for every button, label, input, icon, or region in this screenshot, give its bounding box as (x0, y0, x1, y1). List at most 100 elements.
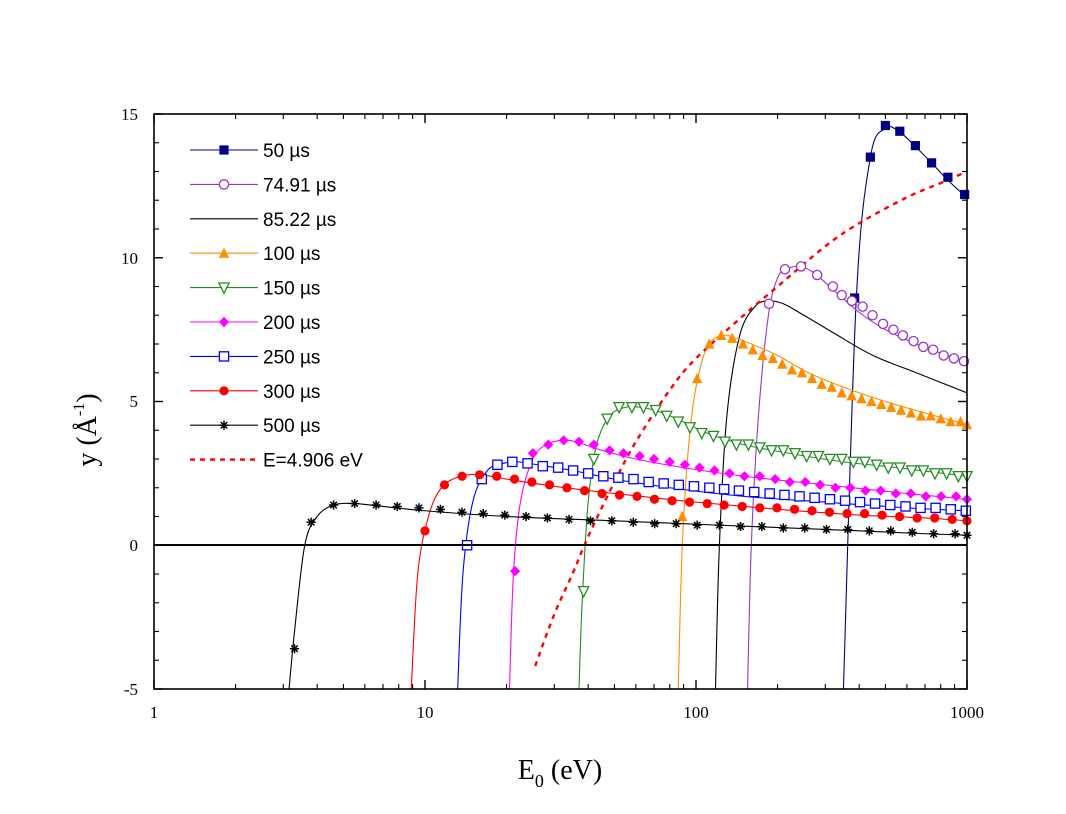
data-point (329, 500, 339, 510)
legend-item: 85.22 µs (190, 210, 336, 231)
x-tick-label: 1 (150, 703, 159, 722)
data-point (912, 513, 922, 523)
data-point (930, 513, 940, 523)
data-point (507, 456, 518, 468)
data-point (821, 524, 832, 535)
legend-marker (218, 351, 230, 362)
data-point (885, 499, 896, 511)
data-point (847, 456, 860, 469)
data-point (457, 507, 467, 517)
data-point (509, 474, 520, 484)
legend-label: 250 µs (263, 347, 320, 368)
data-point (709, 465, 720, 476)
data-point (779, 263, 791, 275)
data-point (905, 488, 916, 499)
data-point (527, 477, 537, 487)
legend-label: 500 µs (263, 416, 320, 437)
data-point (598, 470, 609, 482)
data-point (755, 503, 765, 513)
data-point (350, 498, 360, 509)
data-point (789, 504, 800, 514)
data-point (671, 519, 681, 529)
data-point (920, 491, 931, 502)
data-point (836, 289, 847, 301)
data-point (628, 473, 639, 485)
data-point (877, 510, 887, 520)
data-point (814, 479, 826, 490)
data-point (866, 395, 877, 407)
data-point (918, 341, 929, 353)
data-point (846, 295, 858, 307)
data-point (877, 318, 889, 330)
data-point (917, 465, 930, 478)
legend: 50 µs 74.91 µs 85.22 µs 100 µs 150 µs 200 µs 2… (190, 141, 363, 472)
data-point (809, 492, 820, 504)
data-point (692, 372, 703, 384)
legend-marker (219, 420, 229, 430)
data-point (876, 398, 887, 409)
data-point (585, 516, 596, 526)
x-axis-label: E0 (eV) (518, 755, 602, 791)
data-point (660, 410, 673, 423)
data-point (733, 485, 745, 496)
data-point (567, 465, 579, 476)
data-point (870, 459, 883, 472)
data-point (929, 529, 939, 539)
data-point (637, 401, 650, 415)
data-point (632, 491, 642, 501)
y-tick-labels: -5 0 5 10 15 (121, 105, 138, 699)
data-point (727, 332, 738, 343)
legend-label: E=4.906 eV (263, 451, 363, 472)
data-point (757, 521, 767, 532)
data-point (943, 172, 953, 182)
legend-label: 74.91 µs (263, 175, 336, 196)
data-point (763, 298, 775, 309)
data-point (910, 141, 920, 151)
data-point (718, 483, 730, 495)
legend-label: 300 µs (263, 382, 320, 403)
data-point (739, 471, 750, 482)
data-point (928, 468, 942, 481)
data-point (457, 471, 467, 481)
data-point (688, 481, 700, 492)
data-point (764, 488, 775, 499)
data-point (522, 458, 533, 469)
data-point (737, 338, 749, 349)
data-point (649, 404, 662, 418)
series-markers-8 (289, 498, 972, 654)
series-line-0 (842, 126, 967, 689)
data-point (800, 450, 813, 464)
data-point (925, 410, 936, 421)
legend-label: 85.22 µs (263, 210, 336, 231)
data-point (679, 459, 691, 470)
data-point (612, 401, 626, 415)
data-point (604, 445, 615, 456)
series-line-8 (288, 502, 967, 689)
data-point (816, 378, 827, 389)
data-point (875, 485, 886, 496)
legend-label: 150 µs (263, 279, 320, 300)
data-point (371, 500, 381, 510)
data-point (869, 498, 881, 509)
data-point (835, 453, 848, 467)
data-point (800, 523, 810, 533)
data-point (625, 401, 639, 415)
legend-item: 74.91 µs (190, 175, 336, 196)
data-point (824, 493, 836, 505)
data-point (747, 344, 758, 355)
data-point (905, 407, 917, 418)
data-point (748, 486, 760, 498)
data-point (779, 489, 790, 501)
data-point (492, 459, 503, 470)
data-point (579, 486, 590, 496)
data-point (788, 447, 802, 461)
legend-item: 50 µs (190, 141, 310, 162)
data-point (588, 439, 600, 450)
data-point (895, 126, 905, 136)
data-point (865, 152, 875, 162)
legend-label: 200 µs (263, 313, 320, 334)
legend-item: 100 µs (190, 244, 320, 265)
data-point (704, 338, 715, 349)
data-point (927, 344, 939, 355)
legend-marker (218, 247, 230, 258)
